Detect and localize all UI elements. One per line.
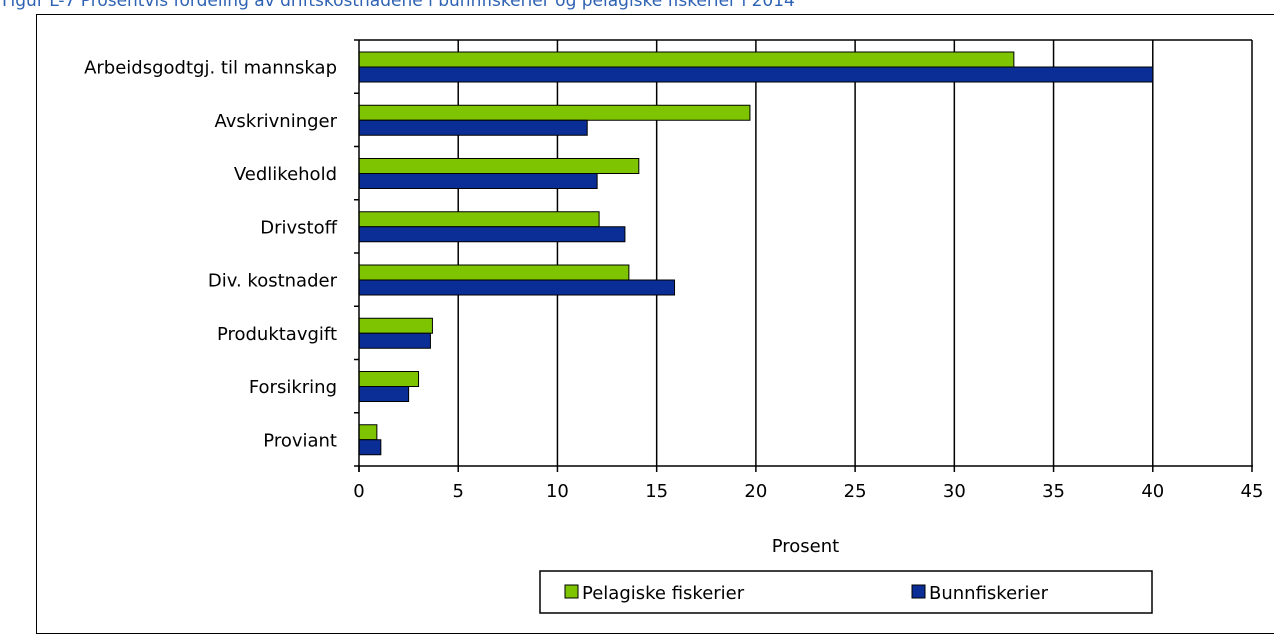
x-tick-label: 35 <box>1042 481 1065 502</box>
legend-box <box>539 570 1153 614</box>
legend-swatch <box>564 584 579 599</box>
x-tick-label: 40 <box>1141 481 1164 502</box>
category-label: Produktavgift <box>217 324 337 345</box>
legend-label: Bunnfiskerier <box>929 583 1049 604</box>
legend: Pelagiske fiskerier Bunnfiskerier <box>539 570 1153 614</box>
category-labels: Arbeidsgodtgj. til mannskap Avskrivninger… <box>84 58 338 452</box>
x-tick-label: 5 <box>452 481 463 502</box>
tick-labels: 0 5 10 15 20 25 30 35 40 45 <box>353 481 1263 502</box>
x-tick-label: 25 <box>844 481 867 502</box>
category-label: Vedlikehold <box>234 164 337 185</box>
bar-pelagic <box>358 371 420 387</box>
figure-title: Figur L-7 Prosentvis fordeling av drifts… <box>2 0 795 11</box>
bar-pelagic <box>358 51 1015 68</box>
x-tick-label: 20 <box>744 481 767 502</box>
category-label: Arbeidsgodtgj. til mannskap <box>84 58 337 79</box>
bar-bottom <box>358 173 598 189</box>
x-tick-label: 15 <box>645 481 668 502</box>
bar-pelagic <box>358 264 630 281</box>
category-label: Div. kostnader <box>208 271 338 292</box>
bar-bottom <box>358 386 410 402</box>
gridlines <box>359 39 1253 466</box>
bar-pelagic <box>358 424 378 441</box>
bar-bottom <box>358 66 1154 83</box>
x-tick-label: 10 <box>546 481 569 502</box>
category-label: Proviant <box>263 430 337 451</box>
x-axis-title: Prosent <box>772 536 839 557</box>
x-tick-label: 0 <box>353 481 364 502</box>
bar-pelagic <box>358 158 640 174</box>
x-tick-label: 45 <box>1241 481 1264 502</box>
bar-bottom <box>358 332 431 349</box>
legend-swatch <box>911 584 926 599</box>
bar-bottom <box>358 279 676 296</box>
bar-pelagic <box>358 104 751 121</box>
category-label: Forsikring <box>249 377 337 398</box>
bar-bottom <box>358 119 588 136</box>
category-label: Avskrivninger <box>215 111 338 132</box>
x-tick-label: 30 <box>943 481 966 502</box>
axes <box>354 39 1253 472</box>
bar-pelagic <box>358 317 433 334</box>
bar-bottom <box>358 226 626 243</box>
category-label: Drivstoff <box>260 217 337 238</box>
bar-pelagic <box>358 211 600 228</box>
bar-bottom <box>358 439 382 456</box>
bars <box>358 51 1154 456</box>
legend-label: Pelagiske fiskerier <box>582 583 745 604</box>
